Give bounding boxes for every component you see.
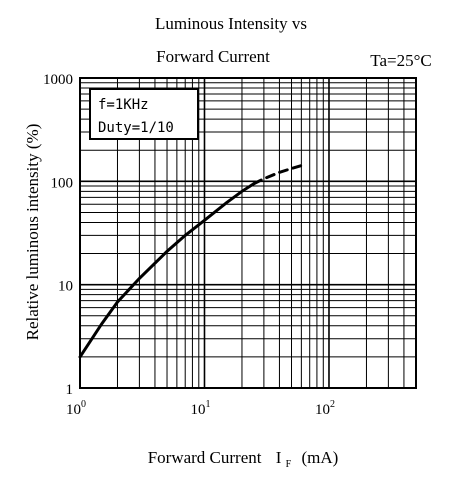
x-tick-label-exponent: 2: [330, 399, 335, 410]
y-tick-label: 10: [58, 279, 73, 295]
x-tick-labels: 100 101 102: [66, 399, 335, 418]
y-tick-label: 1000: [43, 72, 73, 88]
x-axis-label-text: Forward Current: [148, 448, 262, 467]
legend-duty: Duty=1/10: [98, 120, 174, 136]
y-tick-labels: 1000 100 10 1: [43, 72, 73, 398]
x-axis-label-symbol: I: [276, 448, 282, 467]
series-line-dashed: [252, 164, 303, 186]
x-tick-label: 101: [190, 399, 210, 418]
chart-title-line1: Luminous Intensity vs: [155, 14, 307, 33]
x-tick-label: 100: [66, 399, 86, 418]
y-tick-label: 1: [66, 382, 74, 398]
x-tick-label: 102: [315, 399, 335, 418]
x-axis-label: Forward Current I F (mA): [148, 448, 339, 471]
series-line-solid: [78, 182, 256, 359]
x-tick-label-exponent: 0: [81, 399, 86, 410]
x-tick-label-exponent: 1: [205, 399, 210, 410]
plot-frame: [79, 77, 417, 389]
legend-frequency: f=1KHz: [98, 97, 149, 113]
x-tick-label-base: 10: [66, 402, 81, 418]
x-axis-label-unit: (mA): [301, 448, 338, 467]
x-tick-label-base: 10: [190, 402, 205, 418]
chart-title-line2: Forward Current: [156, 47, 270, 66]
plot-grid: [80, 78, 416, 388]
legend-box: f=1KHz Duty=1/10: [89, 88, 199, 140]
temperature-condition: Ta=25°C: [370, 51, 431, 70]
legend-box-frame: [89, 88, 199, 140]
y-axis-label: Relative luminous intensity (%): [23, 124, 42, 341]
x-tick-label-base: 10: [315, 402, 330, 418]
x-axis-label-subscript: F: [286, 459, 292, 470]
series-group: [78, 164, 303, 359]
y-tick-label: 100: [51, 175, 74, 191]
